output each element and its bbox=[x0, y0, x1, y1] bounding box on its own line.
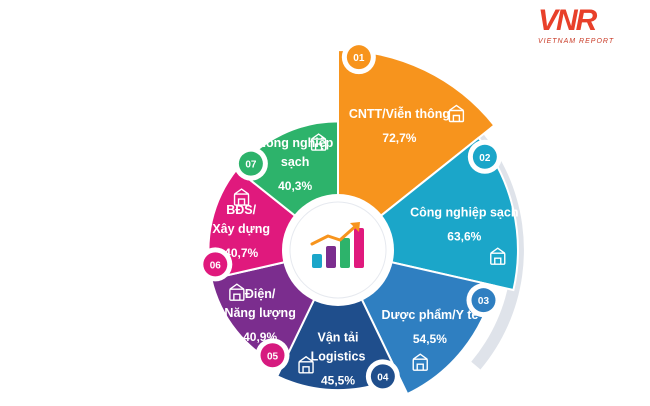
badge-dot bbox=[370, 364, 395, 389]
slice-badge: 07 bbox=[233, 146, 268, 181]
slice-value: 40,3% bbox=[278, 179, 312, 193]
slice-label: Xây dựng bbox=[212, 222, 270, 236]
slice-value: 72,7% bbox=[382, 131, 416, 145]
slice-badge: 01 bbox=[341, 40, 376, 75]
building-icon bbox=[233, 188, 250, 206]
circuit-chip-icon bbox=[448, 104, 465, 123]
badge-dot bbox=[260, 343, 285, 368]
vnr-logo: VNR VIETNAM REPORT bbox=[538, 6, 628, 50]
slice-value: 63,6% bbox=[447, 230, 481, 244]
logo-name: VIETNAM REPORT bbox=[538, 38, 615, 45]
center-hub bbox=[282, 194, 394, 306]
badge-number: 06 bbox=[210, 260, 222, 271]
slice-value: 45,5% bbox=[321, 374, 355, 388]
growth-bar-chart-icon bbox=[310, 222, 364, 268]
slice-label: BĐS/ bbox=[226, 203, 256, 217]
slice-label: sạch bbox=[281, 155, 310, 169]
slice-badge: 02 bbox=[467, 139, 502, 174]
badge-number: 03 bbox=[478, 296, 490, 307]
badge-dot bbox=[238, 151, 263, 176]
slice-icons bbox=[229, 104, 506, 374]
slice-label: Logistics bbox=[311, 350, 366, 364]
badge-dot bbox=[471, 288, 496, 313]
slice-label: Năng lượng bbox=[224, 306, 295, 320]
slice-badges: 01 02 03 04 05 06 07 bbox=[198, 40, 502, 394]
badge-dot bbox=[203, 252, 228, 277]
pharmacy-icon bbox=[412, 353, 428, 371]
globe-truck-icon bbox=[298, 355, 314, 374]
slice-label: Vận tải bbox=[318, 331, 359, 345]
badge-number: 05 bbox=[267, 351, 279, 362]
slices bbox=[207, 49, 519, 396]
slice-badge: 03 bbox=[466, 283, 501, 318]
logo-mark: VNR bbox=[538, 4, 597, 37]
slice-badge: 04 bbox=[365, 359, 400, 394]
badge-number: 04 bbox=[377, 372, 389, 383]
slice-badge: 05 bbox=[255, 338, 290, 373]
badge-dot bbox=[346, 45, 371, 70]
slice-label: Điện/ bbox=[245, 287, 276, 301]
slice-label: CNTT/Viễn thông bbox=[349, 106, 450, 121]
badge-dot bbox=[472, 144, 497, 169]
energy-icon bbox=[229, 283, 245, 301]
icon-bar bbox=[312, 254, 322, 268]
slice-labels: CNTT/Viễn thông 72,7% Công nghiệp sạch 63,6… bbox=[212, 106, 518, 388]
icon-bar bbox=[326, 246, 336, 268]
greenhouse-icon bbox=[310, 133, 327, 151]
badge-number: 01 bbox=[353, 53, 365, 64]
trend-arrowhead bbox=[350, 222, 360, 232]
slice-label: Công nghiệp sạch bbox=[410, 206, 518, 220]
slice-badge: 06 bbox=[198, 247, 233, 282]
factory-icon bbox=[490, 247, 506, 265]
icon-bar bbox=[340, 238, 350, 268]
trend-line bbox=[310, 222, 360, 246]
badge-number: 07 bbox=[245, 160, 257, 171]
badge-number: 02 bbox=[479, 153, 491, 164]
slice-value: 40,7% bbox=[224, 246, 258, 260]
slice-label: Dược phẩm/Y tế bbox=[381, 308, 478, 322]
slice-value: 54,5% bbox=[413, 332, 447, 346]
icon-bar bbox=[354, 228, 364, 268]
